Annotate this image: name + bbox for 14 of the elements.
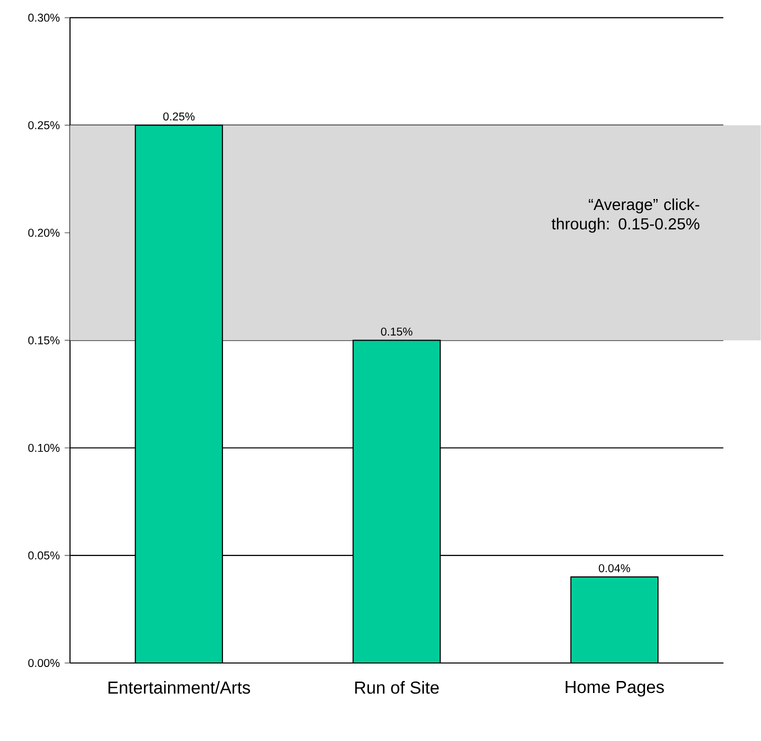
x-tick-label: Run of Site [355, 681, 439, 694]
y-tick-label: 0.10% [28, 444, 60, 452]
data-label: 0.04% [598, 564, 630, 572]
band-label: “Average” click-through: 0.15-0.25% [552, 198, 700, 233]
y-tick-label: 0.15% [28, 336, 60, 344]
x-tick-label: Entertainment/Arts [108, 681, 250, 694]
data-label: 0.25% [163, 112, 195, 120]
y-tick-label: 0.30% [28, 14, 60, 22]
data-label: 0.15% [381, 328, 412, 336]
x-tick-label: Home Pages [566, 681, 664, 697]
y-tick-label: 0.00% [28, 658, 60, 667]
y-tick-label: 0.05% [28, 551, 60, 560]
y-tick-label: 0.20% [28, 228, 60, 237]
y-tick-label: 0.25% [28, 121, 60, 130]
